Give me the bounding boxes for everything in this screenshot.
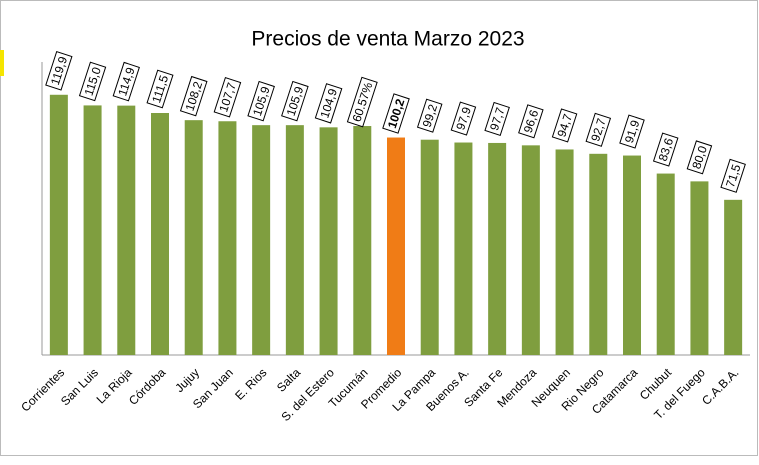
value-label: 99,2 (416, 98, 443, 133)
value-label: 100,2 (382, 93, 410, 134)
marker (0, 50, 4, 76)
value-label-box (112, 61, 140, 102)
bar (151, 113, 169, 356)
value-label-box (179, 75, 208, 117)
value-label-box (314, 83, 343, 124)
value-label-box (416, 98, 443, 133)
value-label-box (585, 112, 612, 147)
value-label: 114,9 (112, 61, 140, 102)
value-label-box (78, 61, 107, 102)
value-label: 115,0 (78, 61, 107, 102)
value-label-box (720, 158, 746, 193)
bar (387, 137, 405, 355)
bar (623, 155, 641, 355)
value-label-text: 71,5 (723, 162, 744, 189)
bar (420, 139, 439, 355)
bar (49, 94, 68, 356)
value-label-box (518, 104, 544, 139)
value-label-box (619, 114, 645, 149)
bar (555, 149, 574, 355)
value-label-box (346, 76, 378, 128)
value-label-box (652, 132, 679, 167)
value-label: 80,0 (686, 140, 713, 175)
value-label-box (551, 108, 578, 143)
bar (184, 120, 203, 355)
bar (218, 121, 237, 355)
value-label: 107,7 (213, 77, 242, 118)
value-label: 94,7 (551, 108, 578, 143)
value-label-text: 91,9 (622, 118, 643, 145)
bar (83, 105, 102, 355)
value-label-box (213, 77, 242, 118)
value-label: 108,2 (179, 75, 208, 117)
value-label: 105,9 (281, 80, 309, 122)
value-label-box (146, 69, 174, 109)
bar (589, 153, 608, 355)
value-label-box (281, 80, 309, 122)
bar (724, 199, 743, 355)
value-label: 91,9 (619, 114, 645, 149)
value-label-box (484, 101, 510, 137)
value-label-box (382, 93, 410, 134)
value-label: 97,7 (484, 101, 510, 137)
bar (252, 125, 271, 355)
value-label-text: 83,6 (656, 136, 677, 163)
value-label: 105,9 (247, 80, 275, 122)
bar (521, 145, 540, 355)
value-label-text: 97,9 (453, 105, 474, 132)
bar (117, 105, 136, 355)
value-label-text: 99,2 (420, 102, 441, 129)
value-label: 119,9 (45, 50, 73, 91)
value-label-text: 80,0 (689, 144, 710, 171)
bar (285, 125, 304, 355)
value-label-box (45, 50, 73, 91)
value-label: 104,9 (314, 83, 343, 124)
chart-title: Precios de venta Marzo 2023 (251, 28, 524, 51)
bar (488, 142, 507, 355)
value-label: 71,5 (720, 158, 746, 193)
value-label-text: 96,6 (521, 108, 542, 135)
value-label-text: 94,7 (554, 112, 575, 139)
bar (454, 142, 473, 355)
value-label-box (247, 80, 275, 122)
value-label: 97,9 (450, 101, 477, 136)
value-label-box (450, 101, 477, 136)
bar (319, 127, 338, 355)
value-label-text: 97,7 (487, 105, 508, 132)
value-label: 83,6 (652, 132, 679, 167)
bar (353, 126, 372, 355)
value-label: 111,5 (146, 69, 174, 109)
value-label: 96,6 (518, 104, 544, 139)
value-label: 92,7 (585, 112, 612, 147)
value-label-box (686, 140, 713, 175)
bar (690, 181, 709, 355)
value-label-text: 92,7 (588, 116, 609, 143)
bar (656, 173, 675, 355)
